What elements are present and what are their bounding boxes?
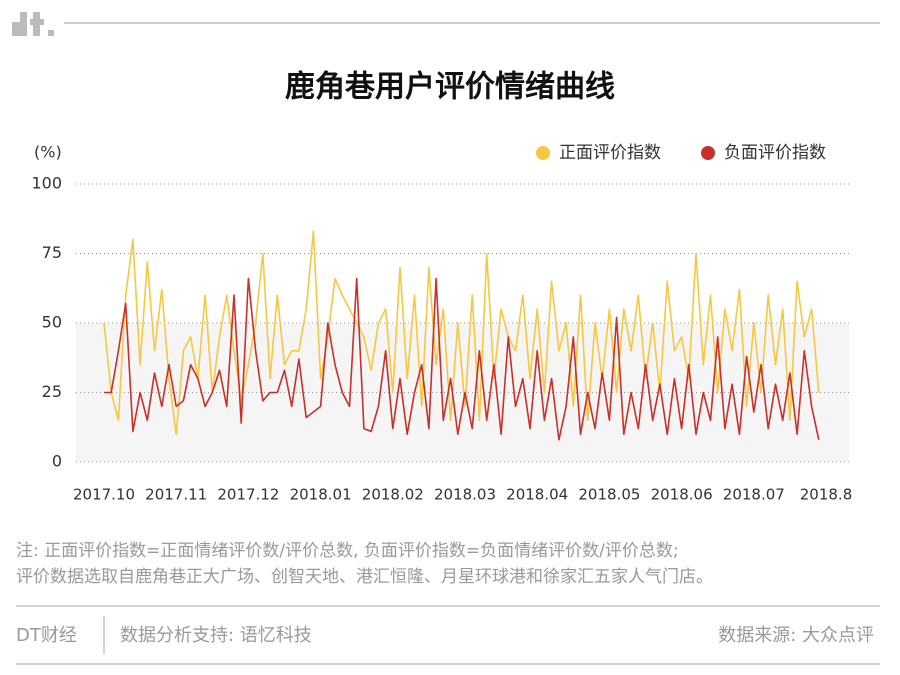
- legend-label: 正面评价指数: [559, 143, 661, 163]
- legend-swatch: [536, 146, 550, 160]
- y-tick-label: 75: [42, 243, 62, 262]
- footer-support: 数据分析支持: 语忆科技: [120, 625, 312, 646]
- footer-source: 数据来源: 大众点评: [718, 625, 874, 646]
- x-tick-label: 2017.10: [73, 486, 135, 504]
- x-tick-label: 2018.01: [290, 486, 352, 504]
- line-series: [103, 230, 820, 435]
- y-tick-label: 50: [42, 313, 62, 332]
- y-tick-label: 100: [31, 174, 62, 193]
- note: 评价数据选取自鹿角巷正大广场、创智天地、港汇恒隆、月星环球港和徐家汇五家人气门店…: [16, 567, 713, 587]
- x-tick-label: 2018.03: [434, 486, 496, 504]
- y-tick-label: 0: [52, 452, 62, 471]
- chart-title: 鹿角巷用户评价情绪曲线: [285, 70, 615, 105]
- note: 注: 正面评价指数=正面情绪评价数/评价总数, 负面评价指数=负面情绪评价数/评…: [16, 541, 679, 561]
- x-tick-label: 2018.05: [578, 486, 640, 504]
- x-tick-label: 2018.04: [506, 486, 568, 504]
- line-series: [104, 277, 820, 441]
- footer-brand: DT财经: [16, 625, 77, 646]
- x-tick-label: 2018.02: [362, 486, 424, 504]
- x-tick-label: 2018.8: [800, 486, 853, 504]
- x-tick-label: 2018.07: [723, 486, 785, 504]
- logo: [12, 12, 54, 36]
- x-tick-label: 2017.11: [145, 486, 207, 504]
- y-axis-label: (%): [34, 143, 62, 162]
- y-tick-label: 25: [42, 382, 62, 401]
- legend-swatch: [701, 146, 715, 160]
- legend-label: 负面评价指数: [724, 143, 826, 163]
- x-tick-label: 2018.06: [651, 486, 713, 504]
- x-tick-label: 2017.12: [217, 486, 279, 504]
- legend: 正面评价指数 负面评价指数: [536, 143, 826, 163]
